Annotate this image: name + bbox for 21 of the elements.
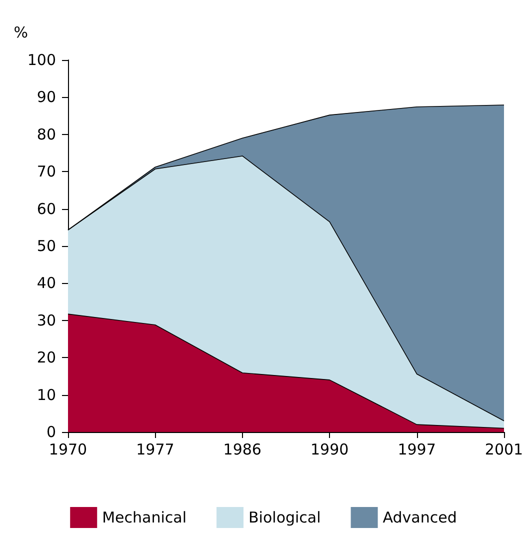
x-tick-label: 2001 xyxy=(484,440,524,458)
y-tick-label: 50 xyxy=(36,237,56,255)
x-tick-label: 1990 xyxy=(310,440,349,458)
y-tick-label: 90 xyxy=(36,88,56,106)
y-tick-label: 60 xyxy=(36,200,56,218)
y-tick-label: 10 xyxy=(36,386,56,404)
x-tick-label: 1997 xyxy=(398,440,436,458)
legend-label: Mechanical xyxy=(102,508,187,526)
y-axis-title: % xyxy=(14,24,28,42)
y-tick-label: 0 xyxy=(46,423,56,441)
y-tick-label: 80 xyxy=(36,125,56,144)
y-tick-label: 20 xyxy=(36,348,56,367)
y-tick-label: 40 xyxy=(36,274,56,292)
x-tick-label: 1970 xyxy=(48,440,88,458)
x-tick-label: 1977 xyxy=(136,440,174,458)
x-tick-label: 1986 xyxy=(223,440,262,458)
legend-label: Advanced xyxy=(382,508,457,526)
y-tick-label: 100 xyxy=(27,51,56,69)
y-tick-label: 70 xyxy=(36,162,56,181)
legend-label: Biological xyxy=(248,508,321,526)
y-tick-label: 30 xyxy=(36,311,56,330)
